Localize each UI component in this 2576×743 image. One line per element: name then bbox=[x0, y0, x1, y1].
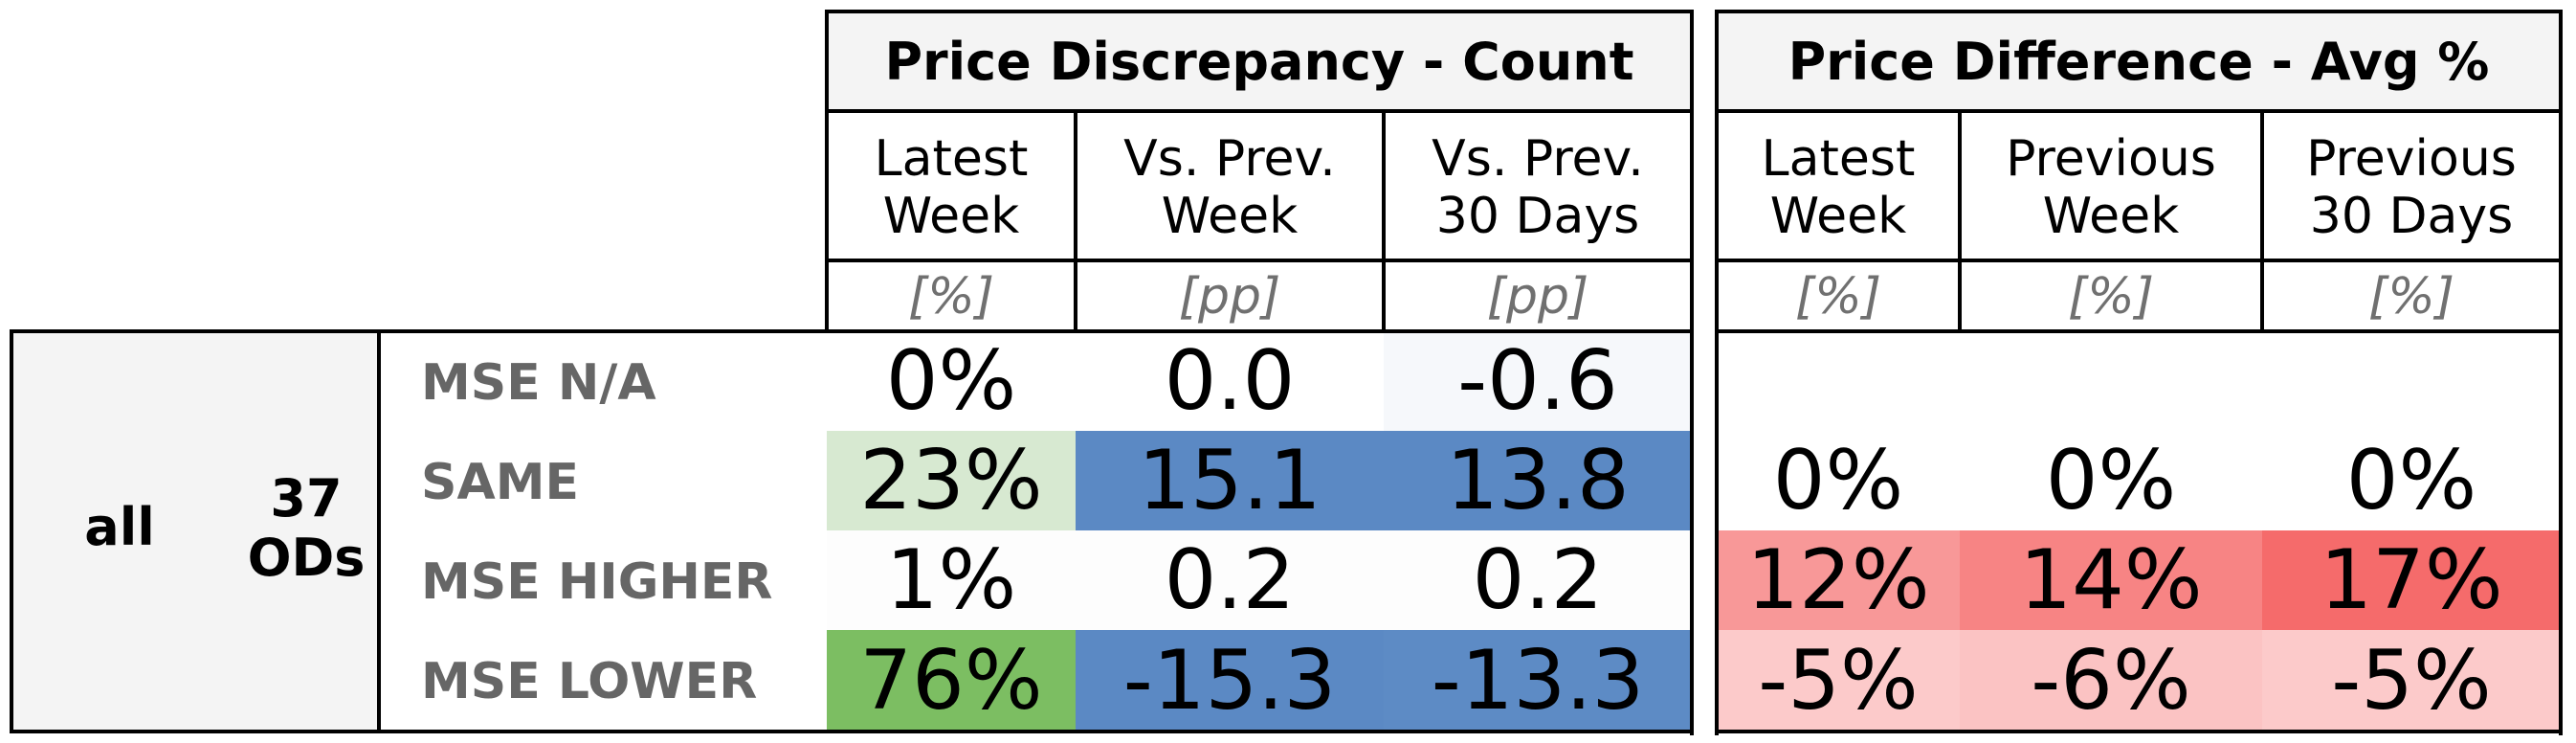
discrepancy-col-vs-prev-30-days: Vs. Prev. 30 Days bbox=[1432, 130, 1644, 245]
disc-cell-mse-na-prev-30: -0.6 bbox=[1384, 331, 1692, 431]
row-label-mse-na: MSE N/A bbox=[421, 354, 656, 412]
disc-cell-mse-lower-latest: 76% bbox=[827, 630, 1076, 732]
grid-line bbox=[1715, 329, 2563, 333]
diff-cell-mse-higher-prev-30: 17% bbox=[2262, 530, 2561, 630]
grid-line bbox=[825, 109, 1694, 113]
grid-line bbox=[1958, 109, 1962, 331]
grid-line bbox=[2559, 10, 2563, 735]
difference-title: Price Difference - Avg % bbox=[1717, 11, 2561, 111]
grid-line bbox=[10, 329, 13, 733]
diff-cell-mse-lower-prev-week: -6% bbox=[1960, 630, 2262, 732]
row-label-mse-lower: MSE LOWER bbox=[421, 653, 758, 710]
row-label-mse-higher: MSE HIGHER bbox=[421, 553, 773, 611]
grid-line bbox=[10, 730, 1694, 733]
difference-col-previous-week: Previous Week bbox=[2006, 130, 2216, 245]
group-count-line2: ODs bbox=[247, 527, 366, 588]
discrepancy-unit-vs-prev-30-days: [pp] bbox=[1486, 268, 1589, 326]
disc-cell-mse-higher-latest: 1% bbox=[827, 530, 1076, 630]
diff-cell-mse-lower-latest: -5% bbox=[1717, 630, 1960, 732]
difference-unit-previous-30-days: [%] bbox=[2368, 268, 2454, 326]
grid-line bbox=[1690, 10, 1694, 735]
grid-line bbox=[377, 329, 381, 733]
grid-line bbox=[1382, 109, 1386, 331]
diff-cell-same-prev-30: 0% bbox=[2262, 431, 2561, 530]
difference-col-latest-week: Latest Week bbox=[1761, 130, 1916, 245]
diff-cell-same-latest: 0% bbox=[1717, 431, 1960, 530]
discrepancy-col-latest-week: Latest Week bbox=[874, 130, 1029, 245]
discrepancy-unit-latest-week: [%] bbox=[908, 268, 994, 326]
disc-cell-same-prev-week: 15.1 bbox=[1076, 431, 1384, 530]
difference-unit-previous-week: [%] bbox=[2068, 268, 2154, 326]
discrepancy-title: Price Discrepancy - Count bbox=[827, 11, 1692, 111]
disc-cell-mse-na-prev-week: 0.0 bbox=[1076, 331, 1384, 431]
grid-line bbox=[825, 259, 1694, 262]
disc-cell-same-latest: 23% bbox=[827, 431, 1076, 530]
disc-cell-mse-lower-prev-30: -13.3 bbox=[1384, 630, 1692, 732]
grid-line bbox=[825, 10, 1694, 13]
grid-line bbox=[825, 10, 829, 331]
discrepancy-col-vs-prev-week: Vs. Prev. Week bbox=[1123, 130, 1336, 245]
grid-line bbox=[1715, 10, 2563, 13]
disc-cell-same-prev-30: 13.8 bbox=[1384, 431, 1692, 530]
grid-line bbox=[1715, 730, 2563, 733]
grid-line bbox=[2260, 109, 2264, 331]
difference-col-previous-30-days: Previous 30 Days bbox=[2306, 130, 2517, 245]
group-count-line1: 37 bbox=[270, 467, 343, 529]
grid-line bbox=[1715, 109, 2563, 113]
diff-cell-mse-higher-latest: 12% bbox=[1717, 530, 1960, 630]
disc-cell-mse-higher-prev-week: 0.2 bbox=[1076, 530, 1384, 630]
grid-line bbox=[10, 329, 1694, 333]
row-label-same: SAME bbox=[421, 454, 579, 511]
group-cell bbox=[11, 329, 379, 732]
discrepancy-unit-vs-prev-week: [pp] bbox=[1178, 268, 1281, 326]
group-scope-label: all bbox=[84, 496, 155, 557]
grid-line bbox=[1715, 10, 1719, 735]
difference-unit-latest-week: [%] bbox=[1795, 268, 1881, 326]
grid-line bbox=[1715, 259, 2563, 262]
disc-cell-mse-lower-prev-week: -15.3 bbox=[1076, 630, 1384, 732]
diff-cell-mse-na-latest bbox=[1717, 331, 1960, 431]
diff-cell-mse-na-prev-30 bbox=[2262, 331, 2561, 431]
diff-cell-mse-na-prev-week bbox=[1960, 331, 2262, 431]
diff-cell-mse-lower-prev-30: -5% bbox=[2262, 630, 2561, 732]
disc-cell-mse-higher-prev-30: 0.2 bbox=[1384, 530, 1692, 630]
disc-cell-mse-na-latest: 0% bbox=[827, 331, 1076, 431]
diff-cell-same-prev-week: 0% bbox=[1960, 431, 2262, 530]
grid-line bbox=[1074, 109, 1077, 331]
diff-cell-mse-higher-prev-week: 14% bbox=[1960, 530, 2262, 630]
